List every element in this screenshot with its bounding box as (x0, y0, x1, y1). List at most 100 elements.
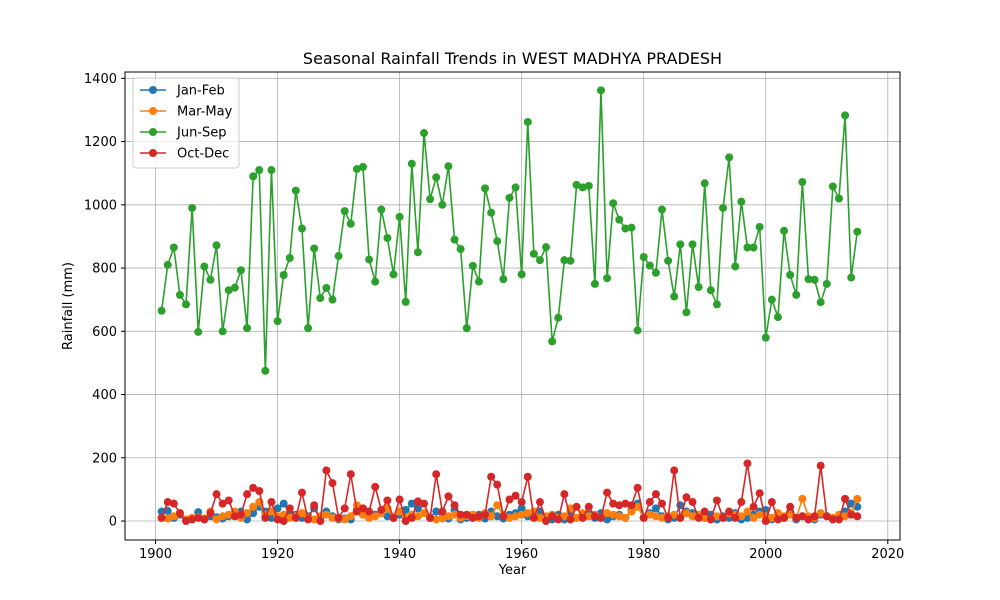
data-point (590, 279, 599, 288)
data-point (499, 512, 508, 521)
legend-label: Jun-Sep (176, 126, 227, 141)
data-point (493, 512, 502, 521)
data-point (517, 504, 526, 513)
data-point (615, 501, 624, 510)
data-point (798, 178, 807, 187)
data-point (706, 286, 715, 295)
legend-marker (149, 107, 157, 115)
x-tick-label: 2000 (749, 547, 782, 562)
data-point (554, 313, 563, 322)
data-point (249, 483, 258, 492)
data-point (578, 513, 587, 522)
legend-marker (149, 86, 157, 94)
series-jun-sep (157, 86, 862, 375)
data-point (279, 499, 288, 508)
data-point (267, 513, 276, 522)
data-point (358, 510, 367, 519)
data-point (377, 505, 386, 514)
data-point (297, 509, 306, 518)
data-point (285, 504, 294, 513)
data-point (609, 199, 618, 208)
data-point (365, 507, 374, 516)
data-point (767, 513, 776, 522)
data-point (688, 498, 697, 507)
data-point (175, 509, 184, 518)
data-point (609, 499, 618, 508)
data-point (249, 509, 258, 518)
data-point (157, 306, 166, 315)
data-point (255, 166, 264, 175)
axis-ticks: 1900 1920 1940 1960 1980 2000 2020 0 200 400 600 80… (84, 72, 904, 562)
data-point (596, 86, 605, 95)
data-point (358, 162, 367, 171)
data-point (731, 513, 740, 522)
y-tick-label: 400 (92, 388, 117, 403)
data-point (456, 245, 465, 254)
data-point (841, 512, 850, 521)
data-point (761, 333, 770, 342)
data-point (694, 283, 703, 292)
data-point (645, 498, 654, 507)
y-tick-label: 1200 (84, 135, 117, 150)
data-point (310, 244, 319, 253)
data-point (377, 205, 386, 214)
data-point (267, 498, 276, 507)
data-point (560, 256, 569, 265)
data-point (816, 509, 825, 518)
data-point (816, 298, 825, 307)
data-point (163, 498, 172, 507)
data-point (517, 498, 526, 507)
data-point (786, 271, 795, 280)
data-point (786, 502, 795, 511)
data-point (322, 510, 331, 519)
data-point (743, 243, 752, 252)
data-point (432, 470, 441, 479)
data-point (633, 483, 642, 492)
data-point (682, 493, 691, 502)
data-point (560, 490, 569, 499)
data-point (633, 326, 642, 335)
data-point (450, 501, 459, 510)
data-point (841, 494, 850, 503)
data-point (444, 512, 453, 521)
data-point (334, 513, 343, 522)
data-point (383, 496, 392, 505)
data-point (206, 275, 215, 284)
data-point (401, 517, 410, 526)
data-point (737, 512, 746, 521)
data-point (542, 243, 551, 252)
data-point (694, 513, 703, 522)
data-point (749, 502, 758, 511)
data-point (188, 203, 197, 212)
data-point (639, 513, 648, 522)
data-point (651, 490, 660, 499)
data-point (584, 512, 593, 521)
data-point (700, 507, 709, 516)
data-point (389, 270, 398, 279)
data-point (719, 203, 728, 212)
data-point (773, 313, 782, 322)
data-point (792, 290, 801, 299)
data-point (383, 234, 392, 243)
data-point (304, 324, 313, 333)
data-point (188, 515, 197, 524)
data-point (700, 179, 709, 188)
data-point (438, 200, 447, 209)
data-point (603, 515, 612, 524)
legend-label: Oct-Dec (177, 147, 229, 162)
y-tick-label: 200 (92, 451, 117, 466)
data-point (725, 153, 734, 162)
data-point (847, 510, 856, 519)
data-point (426, 195, 435, 204)
data-point (365, 255, 374, 264)
data-point (755, 489, 764, 498)
data-point (761, 517, 770, 526)
data-point (285, 513, 294, 522)
data-point (218, 327, 227, 336)
data-point (432, 507, 441, 516)
data-point (712, 496, 721, 505)
data-point (670, 466, 679, 475)
data-point (780, 513, 789, 522)
data-point (432, 173, 441, 182)
data-point (847, 499, 856, 508)
